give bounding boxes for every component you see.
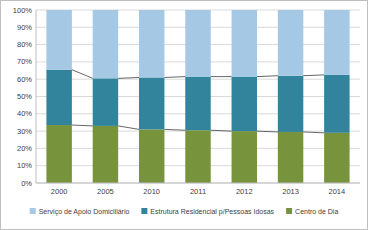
y-tick-label: 90% [17,23,32,32]
y-tick-label: 30% [17,127,32,136]
series-line [257,75,278,77]
bar-segment [278,132,303,183]
chart: 0% 10% 20% 30% 40% 50% 60% 70% 80% 90% 100% 2000 200… [0,0,368,230]
legend-swatch [141,208,147,214]
bar-segment [185,10,210,77]
bar-segment [46,70,71,125]
series-line [164,129,185,131]
y-tick-label: 50% [17,92,32,101]
bar-segment [93,126,118,183]
y-axis-line [36,10,37,183]
series-line [72,125,93,127]
bar-segment [46,125,71,183]
grid-line [36,183,360,184]
bar-segment [278,10,303,76]
bar-segment [185,77,210,131]
bar-segment [139,77,164,129]
bar-segment [232,77,257,131]
series-line [303,131,324,133]
bar-segment [232,131,257,183]
chart-frame [1,1,368,230]
bar-segment [324,133,349,183]
bar-segment [93,10,118,78]
bar-segment [278,76,303,132]
y-tick-label: 0% [21,179,32,188]
y-tick-label: 80% [17,40,32,49]
legend: Serviço de Apoio Domiciliário Estrutura R… [30,208,339,216]
plot-area [46,10,349,183]
legend-label: Serviço de Apoio Domiciliário [39,208,130,216]
y-tick-label: 40% [17,109,32,118]
bar-segment [324,10,349,75]
y-tick-label: 10% [17,161,32,170]
legend-label: Estrutura Residencial p/Pessoas Idosas [150,208,274,216]
y-tick-label: 20% [17,144,32,153]
series-line [72,70,93,79]
series-line [257,131,278,133]
x-tick-label: 2010 [143,187,160,196]
bar-segment [139,10,164,77]
series-line [211,76,232,77]
bar-segment [232,10,257,77]
legend-swatch [30,208,36,214]
legend-swatch [286,208,292,214]
bar-segment [93,78,118,126]
series-line [303,74,324,76]
y-tick-label: 70% [17,57,32,66]
series-line [211,130,232,132]
series-line [118,77,139,79]
x-tick-label: 2011 [190,187,206,196]
series-line [164,76,185,78]
y-tick-label: 60% [17,75,32,84]
x-tick-label: 2000 [51,187,68,196]
x-tick-label: 2005 [97,187,114,196]
bar-segment [139,129,164,183]
y-tick-label: 100% [13,6,33,15]
x-tick-label: 2013 [282,187,299,196]
bar-segment [46,10,71,70]
bar-segment [324,75,349,133]
series-line [118,126,139,129]
x-tick-label: 2014 [329,187,346,196]
bar-segment [185,130,210,183]
legend-label: Centro de Dia [295,208,338,215]
x-axis-line [36,183,360,184]
x-tick-label: 2012 [236,187,253,196]
